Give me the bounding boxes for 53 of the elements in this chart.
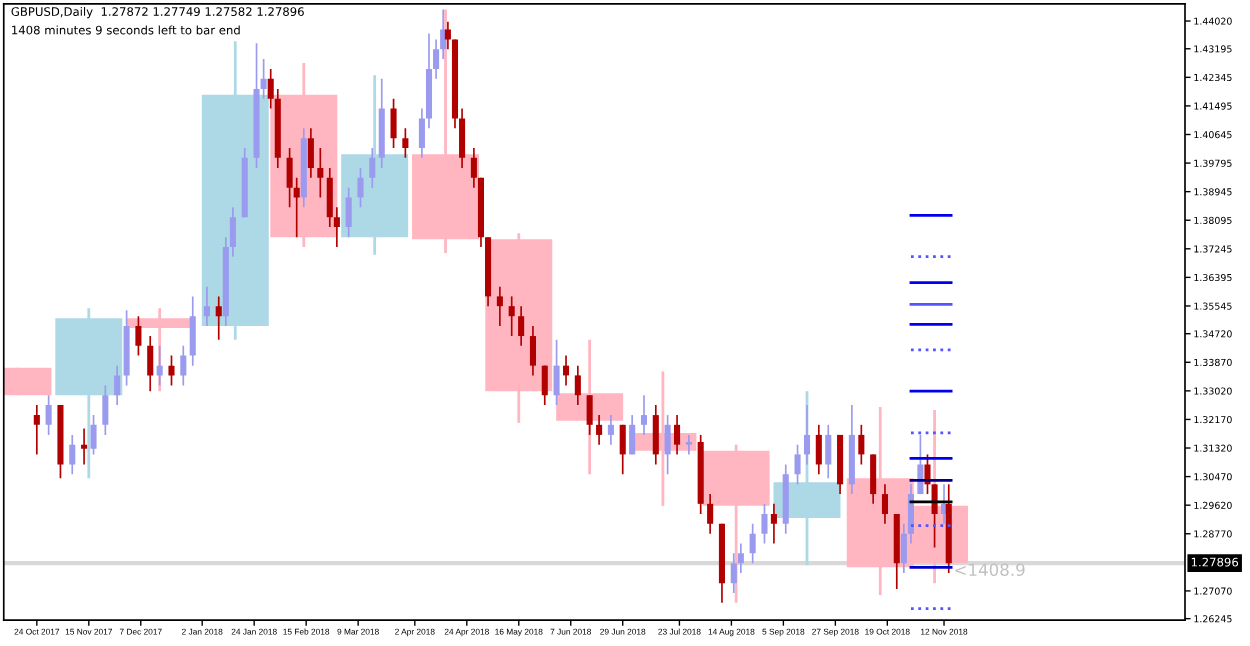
- candlestick: [574, 364, 581, 406]
- candlestick: [147, 335, 154, 393]
- candlestick: [203, 285, 210, 327]
- candlestick: [33, 404, 40, 456]
- candlestick: [825, 423, 832, 480]
- candlestick: [215, 295, 222, 341]
- candlestick: [135, 315, 142, 357]
- candlestick: [586, 394, 593, 436]
- annotation: <1408.9: [955, 563, 1025, 577]
- candlestick: [345, 186, 352, 239]
- candlestick: [69, 434, 76, 476]
- candlestick: [749, 522, 756, 565]
- candlestick: [508, 295, 515, 337]
- candlestick: [685, 434, 692, 456]
- candlestick: [357, 167, 364, 209]
- candlestick: [114, 364, 121, 406]
- candlestick: [541, 364, 548, 406]
- candlestick: [518, 305, 525, 347]
- candlestick: [596, 414, 603, 446]
- candlestick: [629, 414, 636, 456]
- candlestick: [168, 354, 175, 387]
- candlestick: [858, 423, 865, 466]
- candlestick: [815, 423, 822, 476]
- candlestick: [81, 427, 88, 466]
- candlestick: [529, 325, 536, 377]
- candlestick: [307, 127, 314, 179]
- candlestick: [607, 414, 614, 446]
- candlestick: [45, 394, 52, 436]
- candlestick: [553, 338, 560, 406]
- candlestick: [870, 453, 877, 505]
- candlestick: [180, 344, 187, 387]
- candlestick: [619, 423, 626, 476]
- candlestick: [640, 394, 648, 436]
- candlestick: [730, 552, 737, 594]
- candlestick: [562, 354, 570, 387]
- candlestick: [317, 147, 324, 199]
- candlestick: [664, 414, 671, 476]
- candlestick: [770, 502, 777, 545]
- candlestick: [707, 493, 714, 535]
- candlestick: [794, 443, 801, 486]
- candlestick: [881, 483, 888, 525]
- candlestick: [917, 434, 924, 495]
- candlestick: [102, 384, 109, 436]
- candlestick: [674, 414, 681, 456]
- candlestick: [369, 147, 376, 189]
- candlestick: [496, 285, 503, 327]
- candlestick: [761, 502, 768, 545]
- candlestick: [402, 127, 409, 159]
- candlestick: [90, 414, 97, 456]
- candlestick: [924, 453, 931, 495]
- candlestick: [390, 97, 397, 149]
- candlestick: [652, 404, 659, 466]
- candlestick: [189, 295, 196, 367]
